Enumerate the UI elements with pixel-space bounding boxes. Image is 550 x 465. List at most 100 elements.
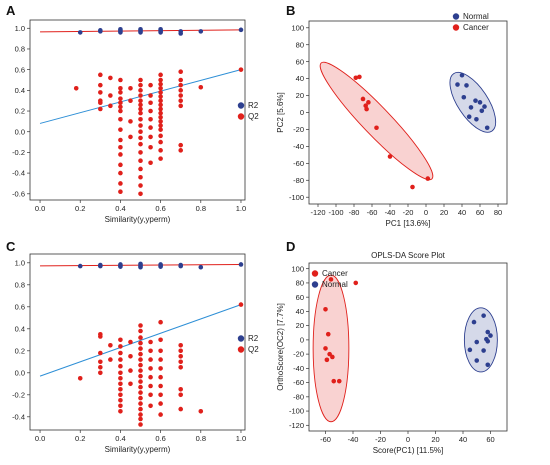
data-point-q2	[178, 392, 184, 398]
data-point-q2	[138, 150, 143, 155]
data-point-q2	[178, 93, 184, 98]
data-point-q2	[128, 134, 133, 140]
y-tick-label-c: 0.4	[15, 324, 25, 333]
x-tick-label-b: 0	[424, 208, 428, 217]
panel-label-c: C	[6, 239, 16, 254]
data-point-q2	[118, 381, 123, 387]
data-point-q2	[128, 339, 133, 345]
y-tick-label-a: -0.4	[12, 169, 25, 178]
data-point-q2	[108, 103, 113, 109]
data-point-q2	[138, 401, 143, 406]
data-point-q2	[158, 72, 163, 78]
data-point-q2	[158, 392, 163, 398]
data-point-q2	[138, 135, 143, 141]
data-point-q2	[118, 350, 123, 356]
data-point-q2	[178, 387, 184, 392]
data-point-q2	[148, 357, 153, 362]
data-point-q2	[158, 401, 163, 406]
x-tick-label-c: 1.0	[236, 434, 246, 443]
data-point-cancer	[360, 96, 366, 102]
data-point-q2	[138, 422, 143, 427]
y-tick-label-b: -40	[293, 142, 304, 151]
y-tick-label-b: -100	[289, 193, 304, 202]
y-axis-label-d: OrthoScore(OC2) [7.7%]	[276, 303, 285, 391]
y-tick-label-c: 1.0	[15, 258, 25, 267]
legend-label-r2: R2	[248, 101, 259, 110]
legend-label-normal: Normal	[322, 280, 348, 289]
y-tick-label-a: 0.8	[15, 45, 25, 54]
x-tick-label-a: 1.0	[236, 204, 246, 213]
data-point-q2	[198, 409, 204, 414]
data-point-q2	[158, 383, 163, 389]
data-point-r2	[77, 263, 83, 269]
data-point-cancer	[323, 346, 328, 351]
y-tick-label-d: 0	[300, 335, 304, 344]
legend-label-cancer: Cancer	[322, 269, 348, 278]
y-tick-label-d: -40	[293, 364, 304, 373]
x-tick-label-b: -80	[349, 208, 360, 217]
y-tick-label-b: 20	[296, 91, 304, 100]
y-tick-label-d: -60	[293, 378, 304, 387]
data-point-normal	[481, 313, 486, 318]
data-point-q2	[158, 374, 163, 380]
data-point-q2	[178, 365, 184, 370]
data-point-q2	[118, 104, 123, 110]
data-point-normal	[485, 329, 491, 335]
legend-marker-q2	[237, 346, 245, 353]
data-point-cancer	[374, 125, 379, 131]
data-point-cancer	[331, 378, 337, 384]
data-point-q2	[148, 82, 153, 88]
data-point-q2	[138, 357, 143, 362]
x-tick-label-b: -120	[310, 208, 325, 217]
x-tick-label-d: -60	[320, 435, 331, 444]
data-point-q2	[118, 189, 123, 195]
data-point-cancer	[330, 354, 335, 360]
data-point-r2	[198, 29, 204, 34]
data-point-q2	[138, 183, 143, 188]
data-point-q2	[178, 348, 184, 354]
data-point-q2	[238, 67, 244, 72]
data-point-cancer	[328, 277, 334, 282]
data-point-q2	[98, 72, 103, 78]
legend-marker-cancer	[311, 270, 319, 277]
data-point-q2	[118, 100, 123, 106]
data-point-cancer	[357, 74, 362, 80]
x-tick-label-c: 0.6	[155, 434, 165, 443]
data-point-q2	[148, 160, 153, 166]
data-point-q2	[138, 390, 143, 395]
data-point-q2	[108, 343, 113, 348]
y-tick-label-d: 60	[296, 293, 304, 302]
x-tick-label-b: 20	[440, 208, 448, 217]
data-point-q2	[138, 88, 143, 93]
data-point-q2	[118, 398, 123, 403]
data-point-q2	[128, 119, 133, 124]
x-tick-label-a: 0.0	[35, 204, 45, 213]
plot-frame-a	[29, 19, 246, 201]
data-point-q2	[128, 381, 133, 387]
data-point-normal	[479, 108, 485, 114]
data-point-q2	[178, 98, 184, 103]
y-tick-label-a: 0.4	[15, 86, 25, 95]
plot-b: -120 -100 -80 -60 -40 -20 0 20 40 60 80-100-80-60-…	[276, 12, 508, 228]
y-tick-label-c: 0.0	[15, 368, 25, 377]
data-point-q2	[98, 365, 103, 370]
data-point-cancer	[425, 176, 431, 181]
y-tick-label-b: 40	[296, 74, 304, 83]
regression-line-q2	[39, 304, 242, 377]
plot-c: 0.0 0.2 0.4 0.6 0.8 1.0 -0.4 -0.2 0.0 0.2 0.4 0.6 0.…	[12, 253, 259, 454]
legend-marker-q2	[237, 113, 245, 120]
data-point-q2	[178, 406, 184, 412]
data-point-cancer	[324, 357, 330, 363]
data-point-q2	[138, 123, 143, 128]
data-point-q2	[148, 125, 153, 130]
legend-marker-normal	[452, 13, 460, 20]
y-tick-label-b: 80	[296, 40, 304, 49]
legend-label-cancer: Cancer	[463, 23, 489, 32]
data-point-cancer	[353, 75, 359, 81]
data-point-q2	[158, 148, 163, 153]
data-point-q2	[138, 129, 143, 135]
data-point-normal	[461, 94, 467, 100]
data-point-q2	[178, 359, 184, 365]
data-point-q2	[98, 90, 103, 95]
